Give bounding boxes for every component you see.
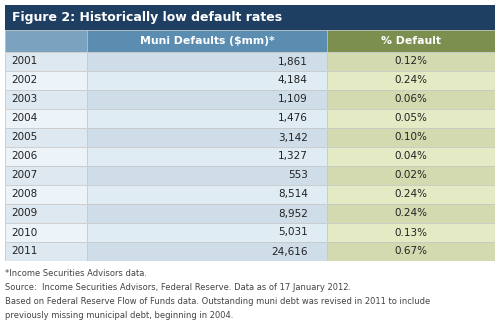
- Text: 0.67%: 0.67%: [394, 246, 428, 256]
- Text: 1,861: 1,861: [278, 57, 308, 67]
- Text: previously missing municipal debt, beginning in 2004.: previously missing municipal debt, begin…: [5, 311, 234, 320]
- Text: 0.05%: 0.05%: [394, 113, 428, 124]
- Text: 8,952: 8,952: [278, 209, 308, 218]
- Text: 0.10%: 0.10%: [394, 133, 428, 142]
- Text: 3,142: 3,142: [278, 133, 308, 142]
- Text: 0.06%: 0.06%: [394, 95, 428, 105]
- Text: 0.02%: 0.02%: [394, 171, 428, 180]
- Text: Source:  Income Securities Advisors, Federal Reserve. Data as of 17 January 2012: Source: Income Securities Advisors, Fede…: [5, 283, 351, 292]
- Text: 1,327: 1,327: [278, 151, 308, 162]
- Text: 2007: 2007: [12, 171, 38, 180]
- Text: 2002: 2002: [12, 75, 38, 85]
- Text: 0.24%: 0.24%: [394, 189, 428, 200]
- Text: 1,109: 1,109: [278, 95, 308, 105]
- Text: Muni Defaults ($mm)*: Muni Defaults ($mm)*: [140, 36, 274, 46]
- Text: 1,476: 1,476: [278, 113, 308, 124]
- Text: 2004: 2004: [12, 113, 38, 124]
- Text: 5,031: 5,031: [278, 227, 308, 238]
- Text: 2011: 2011: [12, 246, 38, 256]
- Text: 2006: 2006: [12, 151, 38, 162]
- Text: 2009: 2009: [12, 209, 38, 218]
- Text: 0.12%: 0.12%: [394, 57, 428, 67]
- Text: 4,184: 4,184: [278, 75, 308, 85]
- Text: 2008: 2008: [12, 189, 38, 200]
- Text: 553: 553: [288, 171, 308, 180]
- Text: *Income Securities Advisors data.: *Income Securities Advisors data.: [5, 269, 147, 278]
- Text: 0.24%: 0.24%: [394, 75, 428, 85]
- Text: 0.24%: 0.24%: [394, 209, 428, 218]
- Text: 2003: 2003: [12, 95, 38, 105]
- Text: % Default: % Default: [381, 36, 441, 46]
- Text: 8,514: 8,514: [278, 189, 308, 200]
- Text: 0.13%: 0.13%: [394, 227, 428, 238]
- Text: Based on Federal Reserve Flow of Funds data. Outstanding muni debt was revised i: Based on Federal Reserve Flow of Funds d…: [5, 297, 430, 306]
- Text: 24,616: 24,616: [272, 246, 308, 256]
- Text: 2010: 2010: [12, 227, 38, 238]
- Text: 0.04%: 0.04%: [394, 151, 428, 162]
- Text: Figure 2: Historically low default rates: Figure 2: Historically low default rates: [12, 11, 282, 24]
- Text: 2001: 2001: [12, 57, 38, 67]
- Text: 2005: 2005: [12, 133, 38, 142]
